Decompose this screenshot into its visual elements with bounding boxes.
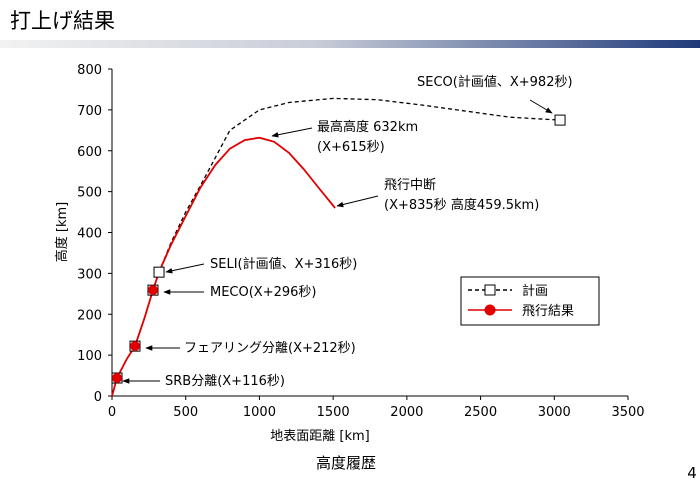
title-bar bbox=[0, 40, 700, 48]
y-tick-label: 100 bbox=[77, 349, 102, 364]
legend-label: 計画 bbox=[522, 283, 548, 299]
y-tick-label: 200 bbox=[77, 308, 102, 323]
x-tick-label: 0 bbox=[108, 405, 116, 420]
y-tick-label: 300 bbox=[77, 267, 102, 282]
y-tick-label: 700 bbox=[77, 104, 102, 119]
page-number: 4 bbox=[687, 464, 697, 482]
legend-box bbox=[460, 276, 600, 326]
x-tick-label: 1000 bbox=[243, 405, 276, 420]
y-tick-label: 800 bbox=[77, 63, 102, 78]
annotation-arrow bbox=[271, 127, 313, 138]
series-line bbox=[111, 97, 561, 397]
x-tick-label: 3500 bbox=[611, 405, 644, 420]
marker bbox=[153, 266, 165, 278]
annotation: (X+615秒) bbox=[317, 140, 385, 155]
marker bbox=[129, 341, 140, 352]
y-axis-label: 高度 [km] bbox=[54, 202, 70, 262]
caption: 高度履歴 bbox=[316, 454, 376, 472]
y-tick-label: 600 bbox=[77, 145, 102, 160]
annotation-arrow bbox=[165, 263, 205, 274]
x-tick-label: 500 bbox=[173, 405, 198, 420]
marker bbox=[484, 304, 496, 316]
annotation: 飛行中断 bbox=[384, 178, 436, 193]
annotation: SRB分離(X+116秒) bbox=[165, 374, 285, 389]
marker bbox=[484, 284, 496, 296]
x-tick-label: 1500 bbox=[317, 405, 350, 420]
x-tick-label: 2000 bbox=[390, 405, 423, 420]
plot: 0 100 200 300 400 500 600 700 800 0 500 1000 1500 200… bbox=[77, 63, 644, 420]
annotation: 最高高度 632km bbox=[317, 119, 418, 135]
x-tick-label: 2500 bbox=[464, 405, 497, 420]
annotation: フェアリング分離(X+212秒) bbox=[184, 341, 356, 356]
marker bbox=[554, 114, 566, 126]
x-tick-label: 3000 bbox=[538, 405, 571, 420]
marker bbox=[147, 285, 158, 296]
slide-title: 打上げ結果 bbox=[10, 9, 115, 33]
annotation: SECO(計画値、X+982秒) bbox=[417, 74, 573, 90]
annotation-arrow bbox=[529, 99, 553, 114]
marker bbox=[112, 373, 123, 384]
annotation-arrow bbox=[336, 195, 379, 208]
annotation: MECO(X+296秒) bbox=[210, 285, 317, 300]
legend-label: 飛行結果 bbox=[522, 304, 574, 319]
x-axis-label: 地表面距離 [km] bbox=[270, 429, 369, 444]
y-tick-label: 0 bbox=[94, 390, 102, 405]
annotation: SELI(計画値、X+316秒) bbox=[210, 256, 357, 272]
y-tick-label: 400 bbox=[77, 227, 102, 242]
annotation: (X+835秒 高度459.5km) bbox=[384, 197, 539, 213]
y-tick-label: 500 bbox=[77, 186, 102, 201]
